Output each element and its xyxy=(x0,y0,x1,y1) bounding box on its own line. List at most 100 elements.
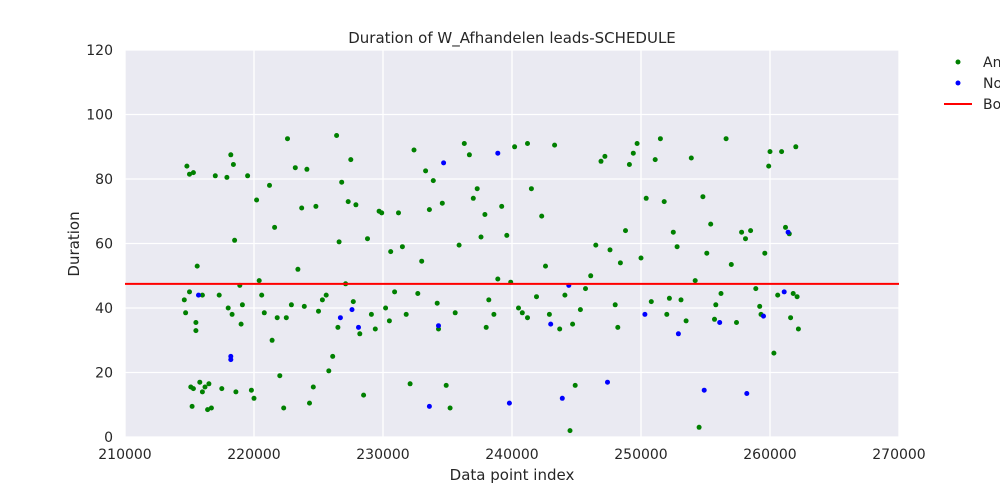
data-point xyxy=(666,295,672,301)
data-point xyxy=(216,292,222,298)
data-point xyxy=(190,170,196,176)
data-point xyxy=(478,234,484,240)
data-point xyxy=(495,276,501,282)
x-axis-label: Data point index xyxy=(450,466,575,484)
data-point xyxy=(630,150,636,156)
data-point xyxy=(753,286,759,292)
legend: An No Bo xyxy=(944,55,1000,113)
data-point xyxy=(403,311,409,317)
data-point xyxy=(643,195,649,201)
data-point xyxy=(461,141,467,146)
data-point xyxy=(634,141,640,146)
data-point xyxy=(199,292,205,298)
data-point xyxy=(228,152,234,158)
data-point xyxy=(674,244,680,250)
data-point xyxy=(491,311,497,317)
data-point xyxy=(718,291,724,296)
data-point xyxy=(267,182,272,188)
data-point xyxy=(439,200,445,206)
y-axis-label: Duration xyxy=(65,211,83,276)
data-point xyxy=(794,294,800,300)
data-point xyxy=(193,328,199,334)
data-point xyxy=(272,224,278,230)
y-tick-label: 0 xyxy=(104,430,113,446)
data-point xyxy=(434,300,440,306)
data-point xyxy=(723,136,729,142)
data-point xyxy=(349,307,355,313)
data-point xyxy=(345,199,351,205)
y-tick-label: 120 xyxy=(86,43,113,59)
data-point xyxy=(379,210,385,216)
data-point xyxy=(426,403,432,409)
data-point xyxy=(783,224,788,230)
data-point xyxy=(205,407,211,413)
data-point xyxy=(748,228,754,234)
data-point xyxy=(443,382,449,388)
data-point xyxy=(728,262,734,267)
x-tick-label: 240000 xyxy=(485,447,538,463)
data-point xyxy=(744,391,750,396)
data-point xyxy=(775,292,781,298)
data-point xyxy=(283,315,289,321)
data-point xyxy=(310,384,316,390)
data-point xyxy=(593,242,599,248)
data-point xyxy=(683,318,689,324)
data-point xyxy=(372,326,378,332)
data-point xyxy=(316,308,321,314)
data-point xyxy=(692,278,698,284)
data-point xyxy=(228,357,234,363)
data-point xyxy=(790,291,796,296)
x-tick-label: 210000 xyxy=(98,447,151,463)
x-tick-label: 270000 xyxy=(872,447,925,463)
data-point xyxy=(426,207,432,213)
data-point xyxy=(559,395,565,401)
data-point xyxy=(543,263,548,269)
data-point xyxy=(795,326,801,332)
data-point xyxy=(353,202,359,208)
data-point xyxy=(678,297,684,303)
data-point xyxy=(652,157,658,163)
data-point xyxy=(386,318,392,324)
data-point xyxy=(319,297,325,303)
data-point xyxy=(436,323,441,329)
data-point xyxy=(557,326,563,332)
data-point xyxy=(248,387,254,393)
data-point xyxy=(208,405,214,411)
data-point xyxy=(292,165,298,171)
data-point xyxy=(567,428,573,434)
data-point xyxy=(239,302,245,308)
data-point xyxy=(767,149,773,155)
data-point xyxy=(708,221,714,227)
data-point xyxy=(688,155,694,161)
data-point xyxy=(184,163,190,169)
data-point xyxy=(577,307,583,313)
legend-label: Bo xyxy=(983,97,1000,113)
y-tick-label: 60 xyxy=(95,237,113,253)
data-point xyxy=(657,136,663,142)
data-point xyxy=(194,263,200,269)
x-tick-label: 220000 xyxy=(227,447,280,463)
data-point xyxy=(323,292,329,298)
data-point xyxy=(516,305,521,311)
data-point xyxy=(648,299,654,305)
data-point xyxy=(734,320,739,325)
data-point xyxy=(183,310,189,316)
y-tick-label: 20 xyxy=(95,366,113,382)
data-point xyxy=(525,141,530,146)
data-point xyxy=(605,379,610,385)
data-point xyxy=(285,136,290,142)
data-point xyxy=(766,163,772,169)
data-point xyxy=(483,324,489,330)
data-point xyxy=(334,133,340,138)
grid xyxy=(124,49,900,438)
data-point xyxy=(288,302,294,308)
data-point xyxy=(365,236,370,242)
data-point xyxy=(335,324,341,330)
data-point xyxy=(626,162,632,167)
data-point xyxy=(339,179,345,185)
data-point xyxy=(326,368,332,374)
data-point xyxy=(419,258,425,264)
data-point xyxy=(229,311,235,317)
data-point xyxy=(181,297,187,303)
data-point xyxy=(368,311,374,317)
